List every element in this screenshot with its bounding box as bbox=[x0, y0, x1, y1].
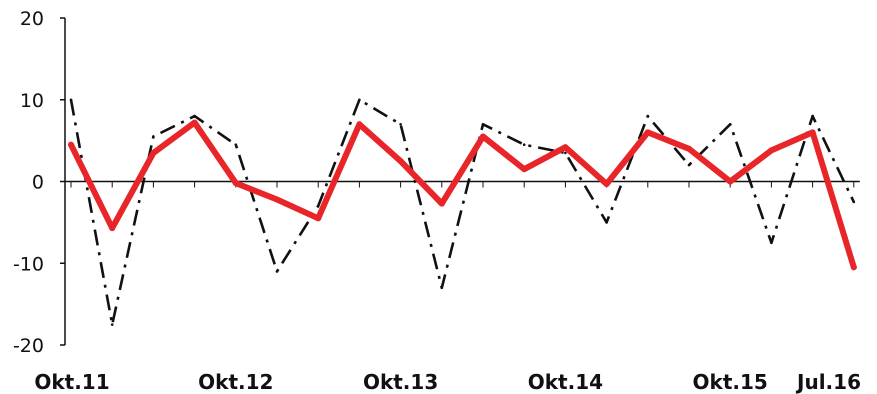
data-point-dashdot bbox=[811, 114, 814, 118]
data-point-solid bbox=[191, 119, 198, 126]
data-point-solid bbox=[603, 181, 610, 187]
y-tick-label: 20 bbox=[20, 8, 44, 30]
data-point-solid bbox=[686, 145, 692, 152]
y-axis-ticks: 20 10 0 -10 -20 bbox=[13, 8, 65, 357]
data-point-solid bbox=[397, 158, 404, 165]
data-point-solid bbox=[480, 133, 486, 140]
data-point-solid bbox=[356, 121, 363, 128]
data-point-dashdot bbox=[605, 221, 608, 224]
data-point-solid bbox=[562, 144, 569, 151]
data-point-dashdot bbox=[564, 151, 567, 155]
data-point-solid bbox=[109, 225, 116, 232]
x-tick-label: Okt.11 bbox=[34, 370, 109, 394]
data-point-dashdot bbox=[358, 98, 361, 102]
x-tick-label: Jul.16 bbox=[795, 370, 861, 394]
data-point-dashdot bbox=[646, 114, 650, 118]
data-point-dashdot bbox=[522, 143, 526, 146]
data-point-solid bbox=[150, 149, 157, 156]
data-point-solid bbox=[438, 200, 445, 207]
x-tick-label: Okt.14 bbox=[528, 370, 603, 394]
y-tick-label: 0 bbox=[32, 172, 44, 194]
data-point-solid bbox=[727, 178, 734, 185]
data-point-dashdot bbox=[234, 143, 238, 146]
data-point-dashdot bbox=[481, 123, 485, 126]
data-point-dashdot bbox=[110, 323, 114, 326]
series-line-solid bbox=[68, 119, 857, 271]
data-point-dashdot bbox=[69, 98, 73, 102]
data-point-dashdot bbox=[316, 204, 320, 208]
data-point-dashdot bbox=[440, 286, 444, 290]
y-tick-label: 10 bbox=[20, 90, 44, 112]
axes bbox=[64, 18, 860, 345]
data-point-solid bbox=[809, 129, 816, 136]
data-point-solid bbox=[768, 147, 775, 154]
data-point-solid bbox=[315, 215, 322, 222]
x-tick-label: Okt.12 bbox=[198, 370, 273, 394]
series-layer bbox=[68, 98, 857, 326]
data-point-solid bbox=[274, 196, 280, 203]
data-point-dashdot bbox=[399, 123, 402, 126]
x-tick-label: Okt.15 bbox=[693, 370, 768, 394]
data-point-solid bbox=[521, 166, 528, 173]
data-point-dashdot bbox=[275, 270, 279, 273]
data-point-dashdot bbox=[193, 114, 196, 118]
data-point-dashdot bbox=[152, 135, 155, 138]
data-point-solid bbox=[850, 264, 857, 271]
data-point-solid bbox=[232, 180, 239, 187]
data-point-solid bbox=[644, 129, 651, 136]
x-tick-label: Okt.13 bbox=[363, 370, 438, 394]
series-line-dashdot bbox=[69, 98, 855, 326]
data-point-dashdot bbox=[728, 123, 732, 126]
data-point-dashdot bbox=[852, 200, 856, 204]
y-tick-label: -10 bbox=[13, 253, 44, 275]
data-point-dashdot bbox=[770, 241, 773, 245]
y-tick-label: -20 bbox=[13, 335, 44, 357]
data-point-dashdot bbox=[687, 163, 691, 167]
x-axis-ticks: Okt.11 Okt.12 Okt.13 Okt.14 Okt.15 Jul.16 bbox=[34, 181, 861, 394]
data-point-solid bbox=[68, 141, 74, 148]
